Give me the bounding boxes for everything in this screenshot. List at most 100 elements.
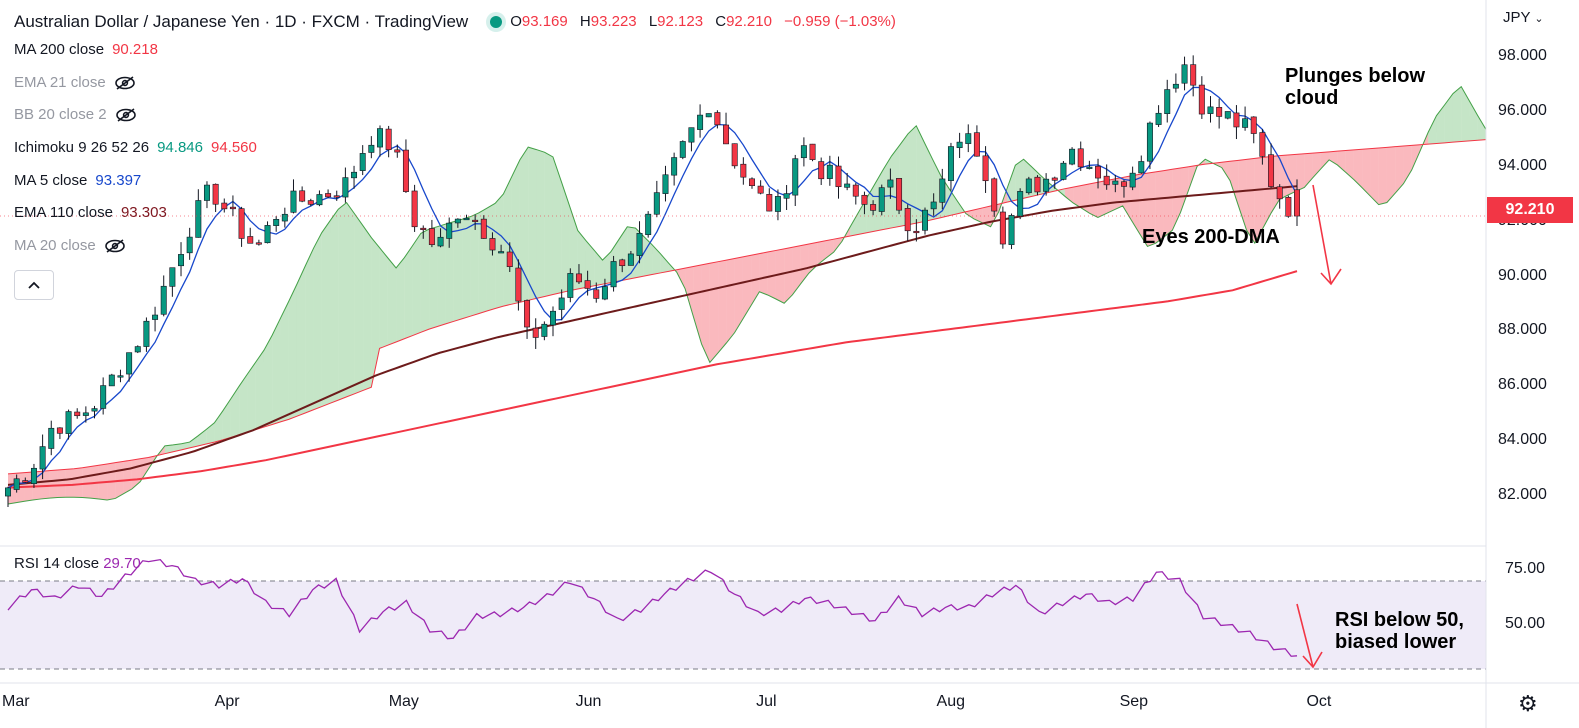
candle bbox=[203, 181, 210, 209]
cloud-segment bbox=[1345, 149, 1354, 180]
candle-body bbox=[1164, 89, 1171, 114]
rsi-pane[interactable] bbox=[0, 558, 1486, 670]
candle bbox=[904, 204, 911, 241]
candle-body bbox=[411, 190, 418, 228]
cloud-segment bbox=[189, 435, 198, 448]
candle-body bbox=[1242, 118, 1249, 128]
candle bbox=[783, 185, 790, 211]
hidden-eye-icon[interactable] bbox=[104, 239, 126, 253]
candle-body bbox=[723, 124, 730, 145]
cloud-segment bbox=[734, 256, 743, 333]
candle-body bbox=[48, 427, 55, 449]
candle bbox=[39, 434, 46, 480]
cloud-segment bbox=[1073, 185, 1082, 209]
cloud-segment bbox=[354, 214, 364, 394]
candle bbox=[13, 474, 20, 493]
candle bbox=[428, 219, 435, 248]
candle bbox=[143, 317, 150, 352]
symbol-title[interactable]: Australian Dollar / Japanese Yen · 1D · … bbox=[14, 12, 469, 31]
cloud-segment bbox=[1172, 168, 1181, 231]
cloud-segment bbox=[1048, 182, 1057, 193]
candle bbox=[1034, 175, 1041, 196]
candle-body bbox=[956, 141, 963, 149]
candle bbox=[887, 168, 894, 199]
candle-body bbox=[1077, 148, 1084, 168]
candle bbox=[861, 191, 868, 215]
cloud-segment bbox=[214, 411, 223, 443]
rsi-legend[interactable]: RSI 14 close 29.70 bbox=[14, 555, 141, 572]
ema110-line bbox=[7, 185, 1298, 486]
candle bbox=[800, 137, 807, 167]
cloud-segment bbox=[742, 255, 752, 320]
candlesticks[interactable] bbox=[0, 55, 1486, 508]
candle-body bbox=[1259, 132, 1266, 157]
candle-body bbox=[922, 209, 928, 231]
cloud-segment bbox=[1106, 179, 1115, 214]
candle-body bbox=[1155, 112, 1162, 125]
candle-body bbox=[1233, 112, 1240, 128]
hidden-eye-icon[interactable] bbox=[114, 76, 136, 90]
candle bbox=[991, 177, 998, 217]
collapse-legend-button[interactable] bbox=[14, 270, 54, 300]
legend-ema21[interactable]: EMA 21 close bbox=[14, 67, 912, 100]
cloud-segment bbox=[437, 224, 446, 327]
currency-selector[interactable]: JPY ⌄ bbox=[1503, 9, 1544, 26]
rsi-line bbox=[7, 558, 1298, 657]
hidden-eye-icon[interactable] bbox=[115, 108, 137, 123]
legend-bb20[interactable]: BB 20 close 2 bbox=[14, 99, 912, 132]
cloud-segment bbox=[701, 263, 710, 363]
candle-body bbox=[1224, 111, 1231, 119]
candle-body bbox=[5, 487, 11, 497]
legend-ma20[interactable]: MA 20 close bbox=[14, 230, 912, 263]
candle bbox=[108, 373, 115, 387]
candle bbox=[1138, 155, 1145, 174]
candle bbox=[1120, 179, 1127, 198]
cloud-segment bbox=[949, 188, 958, 216]
candle-body bbox=[160, 285, 167, 315]
candle bbox=[281, 207, 288, 228]
chevron-down-icon: ⌄ bbox=[1534, 13, 1544, 25]
legend-ema110[interactable]: EMA 110 close 93.303 bbox=[14, 204, 167, 222]
cloud-segment bbox=[718, 260, 727, 353]
candle bbox=[524, 299, 531, 339]
candle-body bbox=[22, 480, 29, 483]
legend-ma5[interactable]: MA 5 close 93.397 bbox=[14, 171, 142, 189]
cloud-segment bbox=[330, 209, 339, 404]
cloud-segment bbox=[817, 240, 826, 266]
candle-body bbox=[1129, 172, 1136, 188]
ma200-line bbox=[7, 270, 1298, 489]
cloud-segment bbox=[462, 216, 471, 319]
cloud-segment bbox=[371, 237, 380, 388]
candle bbox=[515, 259, 522, 311]
candle-body bbox=[463, 217, 470, 221]
cloud-segment bbox=[519, 147, 529, 303]
candle-body bbox=[645, 213, 652, 235]
candle-body bbox=[541, 323, 548, 337]
legend-ichimoku[interactable]: Ichimoku 9 26 52 26 94.846 94.560 bbox=[14, 139, 257, 157]
gear-icon[interactable]: ⚙ bbox=[1518, 691, 1538, 716]
candle bbox=[454, 218, 461, 228]
market-status-icon bbox=[490, 16, 503, 28]
candle-body bbox=[1051, 177, 1058, 181]
legend-ma200[interactable]: MA 200 close 90.218 bbox=[14, 41, 158, 59]
candle bbox=[1103, 164, 1110, 190]
candle bbox=[420, 225, 427, 239]
candle-body bbox=[152, 314, 159, 320]
candle bbox=[5, 486, 11, 508]
candle bbox=[160, 275, 167, 317]
candle-body bbox=[567, 273, 574, 298]
cloud-segment bbox=[1287, 154, 1297, 196]
candle-body bbox=[65, 411, 72, 434]
candle-body bbox=[671, 157, 678, 176]
candle bbox=[255, 239, 262, 246]
candle bbox=[480, 215, 487, 239]
candle bbox=[792, 154, 799, 207]
candle bbox=[688, 127, 695, 152]
candle-body bbox=[705, 113, 712, 118]
cloud-segment bbox=[1155, 170, 1164, 244]
cloud-segment bbox=[387, 257, 397, 346]
cloud-segment bbox=[164, 444, 174, 454]
candle bbox=[1069, 147, 1076, 166]
price-tick: 94.000 bbox=[1498, 157, 1547, 174]
